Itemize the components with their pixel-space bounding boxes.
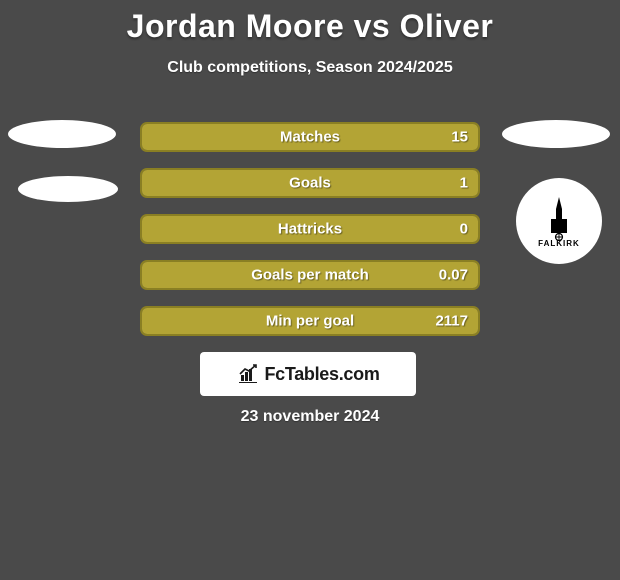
stat-bar: Goals 1: [140, 168, 480, 198]
player-avatar-placeholder: [502, 120, 610, 148]
chart-icon: [236, 362, 260, 386]
page-title: Jordan Moore vs Oliver: [0, 0, 620, 45]
club-badge-text: FALKIRK: [538, 239, 580, 248]
stat-bar: Hattricks 0: [140, 214, 480, 244]
stat-label: Matches: [280, 129, 340, 146]
stat-value: 2117: [435, 313, 468, 330]
stat-label: Min per goal: [266, 313, 354, 330]
stat-value: 15: [451, 129, 468, 146]
stat-value: 1: [460, 175, 468, 192]
player-avatar-placeholder: [8, 120, 116, 148]
brand-text: FcTables.com: [264, 364, 379, 385]
stat-bars: Matches 15 Goals 1 Hattricks 0 Goals per match…: [140, 122, 480, 352]
stat-value: 0: [460, 221, 468, 238]
stat-bar: Goals per match 0.07: [140, 260, 480, 290]
left-avatar-group: [8, 120, 118, 202]
stat-label: Goals per match: [251, 267, 369, 284]
stat-bar: Matches 15: [140, 122, 480, 152]
stat-value: 0.07: [439, 267, 468, 284]
footer-date: 23 november 2024: [0, 408, 620, 426]
club-badge: FALKIRK: [516, 178, 602, 264]
right-avatar-group: [502, 120, 612, 158]
brand-badge: FcTables.com: [200, 352, 416, 396]
club-avatar-placeholder: [18, 176, 118, 202]
stat-bar: Min per goal 2117: [140, 306, 480, 336]
steeple-icon: [539, 195, 579, 241]
page-subtitle: Club competitions, Season 2024/2025: [0, 59, 620, 77]
stat-label: Hattricks: [278, 221, 342, 238]
stat-label: Goals: [289, 175, 331, 192]
comparison-card: Jordan Moore vs Oliver Club competitions…: [0, 0, 620, 580]
